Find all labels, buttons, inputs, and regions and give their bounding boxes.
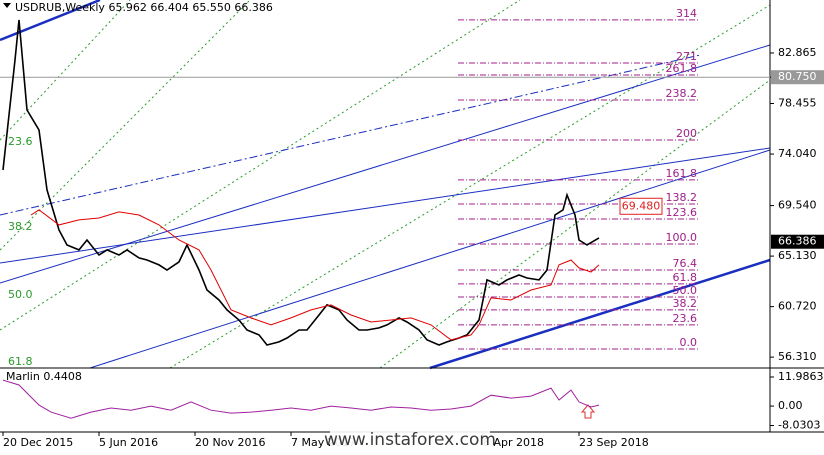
y-tick-label: 65.130 xyxy=(778,249,817,262)
menu-arrow[interactable] xyxy=(3,3,11,8)
channel-line xyxy=(89,149,771,369)
y-tick-label: 82.865 xyxy=(778,46,817,59)
y-tick-label: 78.455 xyxy=(778,96,817,109)
drawings xyxy=(0,0,771,370)
channel-line xyxy=(0,0,101,42)
x-tick-label: 23 Sep 2018 xyxy=(579,436,649,449)
x-tick-label: 20 Dec 2015 xyxy=(3,436,73,449)
fib-label: 123.6 xyxy=(666,206,698,219)
chart-title: USDRUB,Weekly 65.962 66.404 65.550 66.38… xyxy=(15,1,273,14)
price-tag xyxy=(619,197,663,215)
fib-label: 161.8 xyxy=(666,167,698,180)
up-arrow xyxy=(580,404,596,419)
fib-label: 76.4 xyxy=(673,257,698,270)
watermark: www.instaforex.com xyxy=(324,430,496,450)
channel-line xyxy=(0,147,771,264)
series-line xyxy=(2,19,600,346)
fib-label: 314 xyxy=(676,7,697,20)
y-tick-label: -8.0303 xyxy=(778,419,820,432)
indicator-title: Marlin 0.4408 xyxy=(6,370,82,383)
fib-label: 23.6 xyxy=(673,312,698,325)
x-tick-label: 8 Apr 2018 xyxy=(483,436,544,449)
series-line xyxy=(30,209,600,341)
fan-label: 50.0 xyxy=(8,288,33,301)
fan-line xyxy=(379,79,771,369)
y-tick-label: 11.9863 xyxy=(778,370,824,383)
fan-lines xyxy=(0,0,771,369)
fib-label: 271 xyxy=(676,50,697,63)
fan-label: 38.2 xyxy=(8,220,33,233)
fib-label: 50.0 xyxy=(673,284,698,297)
fan-line xyxy=(169,4,771,369)
fib-label: 100.0 xyxy=(666,231,698,244)
last-price-label: 66.386 xyxy=(778,235,817,248)
fan-line xyxy=(0,0,131,141)
y-tick-label: 60.720 xyxy=(778,300,817,313)
fib-label: 261.8 xyxy=(666,62,698,75)
fan-line xyxy=(0,0,251,251)
last-price-box xyxy=(771,234,824,249)
channel-line xyxy=(0,54,701,216)
price-tag-label: 69.480 xyxy=(622,199,661,212)
support-line xyxy=(429,258,771,370)
fib-label: 0.0 xyxy=(680,336,698,349)
fib-label: 38.2 xyxy=(673,297,698,310)
y-tick-label: 56.310 xyxy=(778,350,817,363)
y-tick-label: 69.540 xyxy=(778,199,817,212)
fan-label: 61.8 xyxy=(8,355,33,368)
watermark-box xyxy=(330,428,490,452)
fan-label: 23.6 xyxy=(8,135,33,148)
fib-label: 138.2 xyxy=(666,191,698,204)
level-box-label: 80.750 xyxy=(778,70,817,83)
level-box xyxy=(771,70,824,85)
fib-label: 238.2 xyxy=(666,87,698,100)
y-tick-label: 0.00 xyxy=(778,399,803,412)
series-line xyxy=(2,379,600,419)
x-tick-label: 5 Jun 2016 xyxy=(99,436,158,449)
fib-label: 200 xyxy=(676,127,697,140)
x-tick-label: 20 Nov 2016 xyxy=(195,436,265,449)
y-tick-label: 74.040 xyxy=(778,147,817,160)
fib-label: 61.8 xyxy=(673,271,698,284)
